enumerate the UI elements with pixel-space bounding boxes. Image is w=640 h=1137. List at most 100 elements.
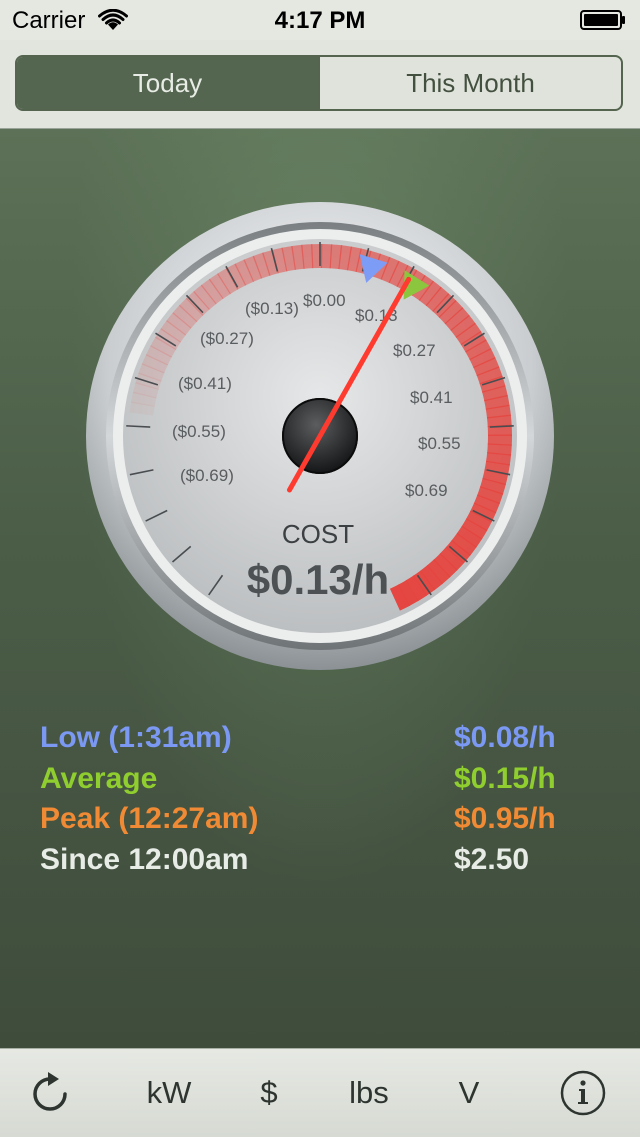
gauge-arc-segment [456,525,483,548]
bottom-tab-bar: kW $ lbs V [0,1048,640,1137]
gauge-arc-segment [405,575,428,602]
gauge-label-zero: $0.00 [303,291,346,310]
gauge-tick [448,545,469,563]
gauge-arc-segment [465,339,492,361]
gauge-label-neg-013: ($0.13) [245,299,299,318]
gauge-arc-segment [450,314,476,338]
gauge-arc-segment [455,322,482,346]
gauge-arc-segment [217,268,239,295]
gauge-arc-segment [389,584,411,611]
battery-icon [580,10,625,30]
gauge-tick [463,332,485,347]
gauge-arc-segment [473,357,500,377]
gauge-label-069: $0.69 [405,481,448,500]
gauge-arc-segment [444,307,470,331]
gauge-arc-segment [461,518,488,540]
gauge-arc-segment [346,246,362,273]
stat-since-value: $2.50 [454,842,530,876]
gauge-tick [145,509,168,522]
gauge-tick [486,469,511,476]
gauge-arc-segment [234,259,255,286]
gauge-arc-segment [426,559,451,585]
gauge-arc-segment [225,263,247,290]
gauge-arc-segment [172,304,198,329]
stat-peak-label: Peak (12:27am) [40,802,259,835]
gauge-arc-segment [193,284,217,310]
stat-low-value: $0.08/h [454,721,556,754]
gauge-arc-segment [397,580,419,607]
gauge-left-labels: ($0.13) ($0.27) ($0.41) ($0.55) ($0.69) [172,299,299,485]
gauge-arc-segment [476,366,503,385]
gauge-arc-segment [262,249,279,276]
gauge-arc-segment [320,244,333,269]
gauge-arc-segment [470,502,497,523]
gauge-arc-segment [301,244,314,269]
stat-peak-value: $0.95/h [454,802,556,835]
gauge-arc-segment [132,382,159,399]
gauge-arc-segment [380,256,400,284]
segment-this-month[interactable]: This Month [318,57,621,109]
gauge-arc-segment [439,546,465,571]
stat-since-label: Since 12:00am [40,842,249,876]
status-bar: Carrier 4:17 PM [0,0,640,40]
gauge-label-055: $0.55 [418,434,461,453]
tab-kw[interactable]: kW [146,1075,192,1110]
gauge-arc-segment [150,336,177,358]
gauge-arc-segment [185,290,210,316]
gauge-arc-segment [479,477,506,495]
gauge-arc-segment [473,494,500,514]
info-button[interactable] [543,1069,623,1117]
wifi-icon [98,9,128,30]
gauge-arc-segment [469,348,496,369]
gauge-arc-segment [425,286,450,312]
refresh-icon [33,1072,67,1111]
segment-today[interactable]: Today [17,57,318,109]
gauge-tick [185,294,204,314]
gauge-arc-segment [485,404,511,419]
low-marker [359,254,388,283]
gauge-arc-segment [200,278,224,305]
stat-row-low: Low (1:31am) $0.08/h [40,721,580,762]
stat-average-label: Average [40,761,158,795]
gauge-label-neg-027: ($0.27) [200,329,254,348]
gauge-arc-segment [166,312,192,336]
gauge-arc-segment [208,273,231,300]
gauge-arc-segment [433,553,458,578]
refresh-button[interactable] [10,1069,90,1117]
stat-low-label: Low (1:31am) [40,721,232,754]
gauge-arc-segment [129,401,155,416]
gauge-arc-segment [252,252,271,279]
stats-list: Low (1:31am) $0.08/h Average $0.15/h Pea… [40,721,580,883]
gauge-arc-segment [451,532,477,556]
gauge-tick [472,509,495,522]
gauge-arc-segment [130,391,157,407]
gauge-arc-segment [388,260,409,287]
gauge-tick [489,425,514,428]
gauge-tick [416,574,432,596]
gauge-needle [286,276,412,493]
gauge-reading: $0.13/h [247,556,389,603]
gauge-arc-segment [418,280,442,307]
stat-average-value: $0.15/h [454,761,556,795]
gauge-arc-segment [291,244,305,270]
gauge-tick [270,247,279,272]
stat-row-peak: Peak (12:27am) $0.95/h [40,802,580,843]
gauge-tick [436,294,455,314]
gauge-arc-segment [243,255,263,282]
stat-row-average: Average $0.15/h [40,762,580,803]
status-time: 4:17 PM [274,7,366,34]
gauge-label-neg-055: ($0.55) [172,422,226,441]
gauge-tick [134,376,159,386]
gauge-arc-segment [486,414,512,428]
tab-cost[interactable]: $ [260,1075,278,1110]
gauge-tick [225,265,239,288]
tab-volts[interactable]: V [458,1075,480,1110]
gauge-tick [155,332,177,347]
gauge-label-041: $0.41 [410,388,453,407]
gauge-tick [126,425,151,428]
gauge-arc-segment [487,443,512,456]
gauge-label-027: $0.27 [393,341,436,360]
gauge-arc-segment [445,539,471,564]
gauge-arc-segment [419,564,444,591]
tab-lbs[interactable]: lbs [349,1075,389,1110]
